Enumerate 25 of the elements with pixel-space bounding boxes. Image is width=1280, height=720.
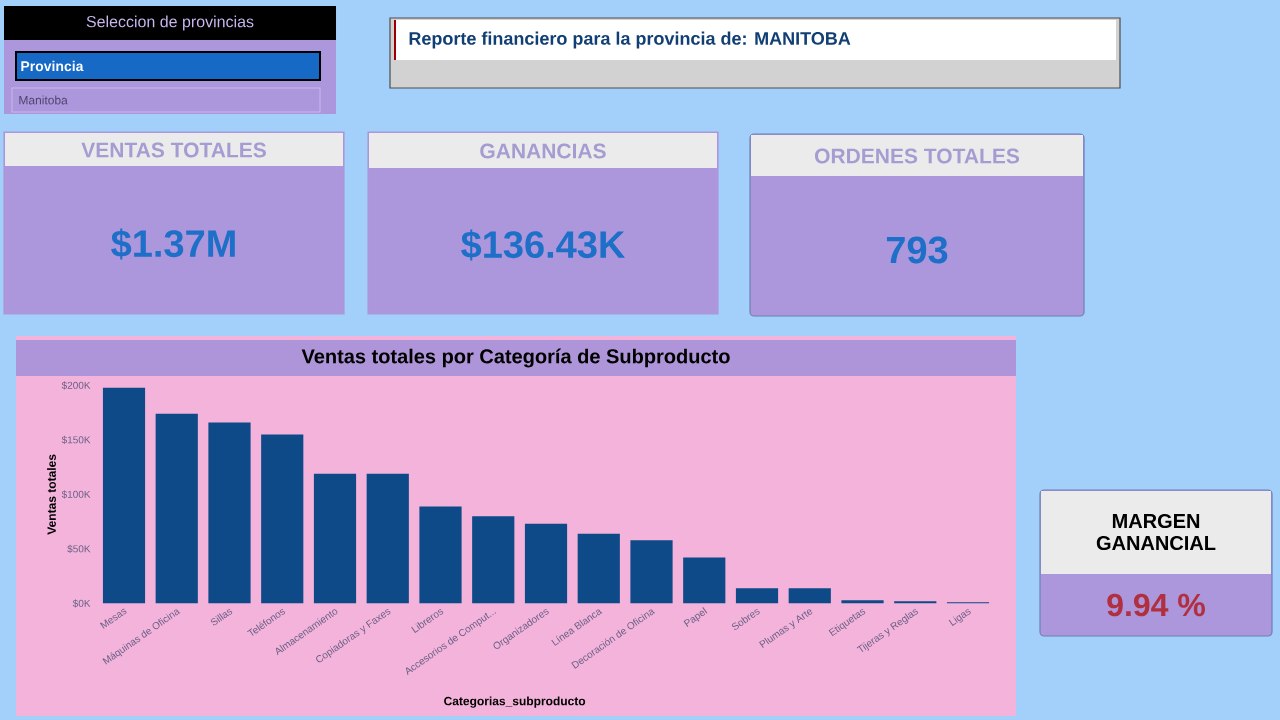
text: 793 <box>886 236 948 264</box>
bar <box>630 540 673 604</box>
text: 9.94 % <box>1107 593 1205 617</box>
bar <box>208 422 251 604</box>
bar <box>313 473 357 604</box>
text: MARGEN GANANCIAL <box>1096 513 1216 551</box>
bar <box>735 588 779 604</box>
text: VENTAS TOTALES <box>81 142 266 158</box>
bar <box>472 516 515 604</box>
text: $1.37M <box>111 228 235 260</box>
text: GANANCIAS <box>480 143 606 159</box>
bar <box>524 523 568 604</box>
bar <box>788 588 831 604</box>
text: Reporte financiero para la provincia de: MANITOBA <box>409 31 851 49</box>
bar <box>419 506 462 604</box>
bar <box>577 533 620 604</box>
bar <box>261 434 304 604</box>
bar <box>155 413 198 604</box>
bar <box>366 473 409 604</box>
bar <box>683 557 726 604</box>
text: ORDENES TOTALES <box>814 148 1020 164</box>
text: Seleccion de provincias <box>86 15 254 31</box>
text: $136.43K <box>461 229 626 261</box>
chart-title: Ventas totales por Categoría de Subproducto <box>301 348 730 368</box>
bar <box>102 387 146 604</box>
